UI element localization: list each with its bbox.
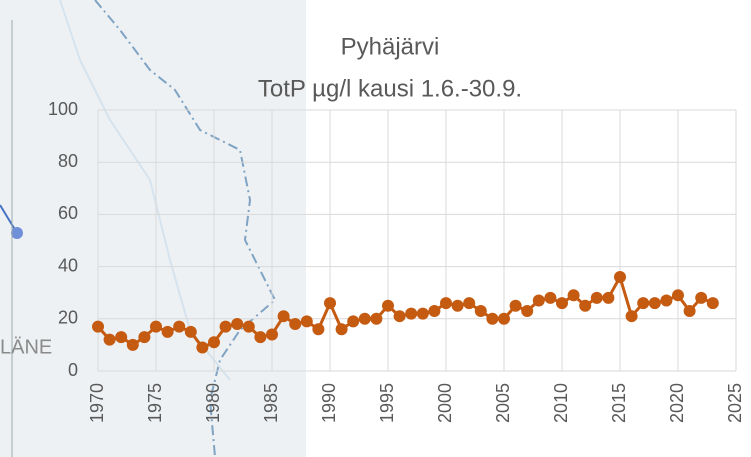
data-point [544, 291, 557, 304]
data-point [474, 304, 487, 317]
data-point [648, 297, 661, 310]
x-tick-label: 2005 [493, 383, 513, 423]
data-point [590, 291, 603, 304]
data-point [683, 304, 696, 317]
data-point [254, 331, 267, 344]
x-tick-label: 1980 [203, 383, 223, 423]
y-tick-label: 100 [48, 99, 78, 119]
data-point [335, 323, 348, 336]
data-point [602, 291, 615, 304]
x-tick-label: 1985 [261, 383, 281, 423]
y-tick-label: 0 [68, 360, 78, 380]
data-point [509, 299, 522, 312]
data-point [451, 299, 464, 312]
data-point [463, 297, 476, 310]
data-point [173, 320, 186, 333]
data-point [440, 297, 452, 310]
data-point [393, 310, 406, 323]
data-point [416, 307, 429, 320]
x-tick-label: 2025 [725, 383, 745, 423]
data-point [695, 291, 708, 304]
data-point [138, 331, 151, 344]
data-point [567, 289, 580, 302]
x-tick-label: 2010 [551, 383, 571, 423]
x-tick-label: 1970 [87, 383, 107, 423]
data-point [625, 310, 638, 323]
map-background [0, 0, 306, 457]
data-point [300, 315, 313, 328]
data-point [486, 312, 499, 325]
x-tick-label: 1990 [319, 383, 339, 423]
data-point [405, 307, 418, 320]
y-tick-label: 80 [58, 151, 78, 171]
data-point [208, 336, 220, 349]
data-point [196, 341, 209, 354]
x-tick-label: 2020 [667, 383, 687, 423]
data-point [161, 325, 174, 338]
data-point [242, 320, 255, 333]
y-tick-label: 20 [58, 308, 78, 328]
data-point [150, 320, 162, 333]
data-point [358, 312, 371, 325]
map-label: LÄNE [0, 336, 52, 358]
data-point [231, 318, 244, 331]
data-point [498, 312, 510, 325]
data-point [521, 304, 534, 317]
y-tick-label: 40 [58, 255, 78, 275]
data-point [637, 297, 650, 310]
data-point [103, 333, 116, 346]
data-point [126, 338, 139, 351]
data-point [324, 297, 336, 310]
data-point [289, 318, 302, 331]
chart-title: Pyhäjärvi [341, 33, 440, 60]
data-point [532, 294, 545, 307]
data-point [347, 315, 360, 328]
data-point [614, 271, 626, 284]
x-tick-label: 2000 [435, 383, 455, 423]
data-point [277, 310, 290, 323]
y-tick-label: 60 [58, 203, 78, 223]
data-point [579, 299, 592, 312]
data-point [184, 325, 197, 338]
data-point [92, 320, 104, 333]
data-point [382, 299, 394, 312]
data-point [672, 289, 684, 302]
x-tick-label: 2015 [609, 383, 629, 423]
map-point [11, 227, 23, 239]
data-point [556, 297, 568, 310]
data-point [219, 320, 232, 333]
chart-subtitle: TotP µg/l kausi 1.6.-30.9. [258, 75, 522, 102]
data-point [660, 294, 673, 307]
data-point [706, 297, 719, 310]
x-tick-label: 1975 [145, 383, 165, 423]
data-point [115, 331, 128, 344]
data-point [370, 312, 383, 325]
x-tick-label: 1995 [377, 383, 397, 423]
data-point [312, 323, 325, 336]
map-border [94, 0, 277, 457]
data-point [266, 328, 278, 341]
data-point [428, 304, 441, 317]
